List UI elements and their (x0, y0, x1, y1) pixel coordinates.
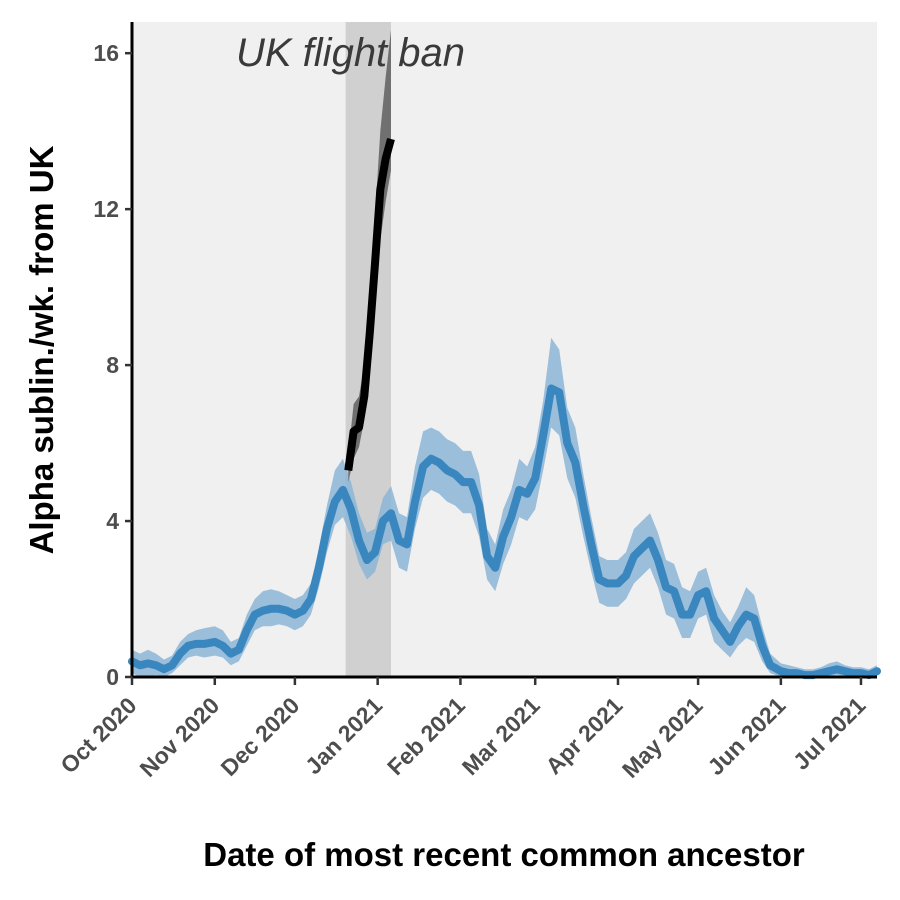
x-tick-label: Jan 2021 (300, 692, 387, 779)
y-tick-label: 8 (106, 352, 119, 378)
x-tick-label: Mar 2021 (457, 692, 545, 780)
x-tick-label: Oct 2020 (55, 692, 141, 778)
x-tick-label: Feb 2021 (382, 692, 470, 780)
y-tick-label: 16 (93, 40, 119, 66)
y-tick-label: 4 (106, 508, 119, 534)
y-tick-label: 0 (106, 664, 119, 690)
series-0-ribbon (132, 337, 877, 677)
series-layer (128, 29, 881, 680)
series-1-line (344, 137, 395, 471)
x-tick-label: Jun 2021 (702, 692, 790, 780)
flight-ban-annotation: UK flight ban (236, 31, 465, 75)
series-1-ribbon (348, 29, 391, 483)
x-axis-title: Date of most recent common ancestor (203, 836, 805, 873)
x-tick-label: Jul 2021 (788, 692, 871, 775)
x-tick-label: Dec 2020 (216, 692, 305, 781)
x-tick-label: May 2021 (617, 692, 708, 783)
x-tick-label: Nov 2020 (134, 692, 224, 782)
plot-panel (132, 22, 877, 677)
y-tick-label: 12 (93, 196, 119, 222)
y-axis-title: Alpha sublin./wk. from UK (23, 145, 60, 554)
series-0-line (128, 384, 881, 680)
y-ticks: 0 4 8 12 16 (93, 40, 132, 690)
x-tick-label: Apr 2021 (540, 692, 627, 779)
